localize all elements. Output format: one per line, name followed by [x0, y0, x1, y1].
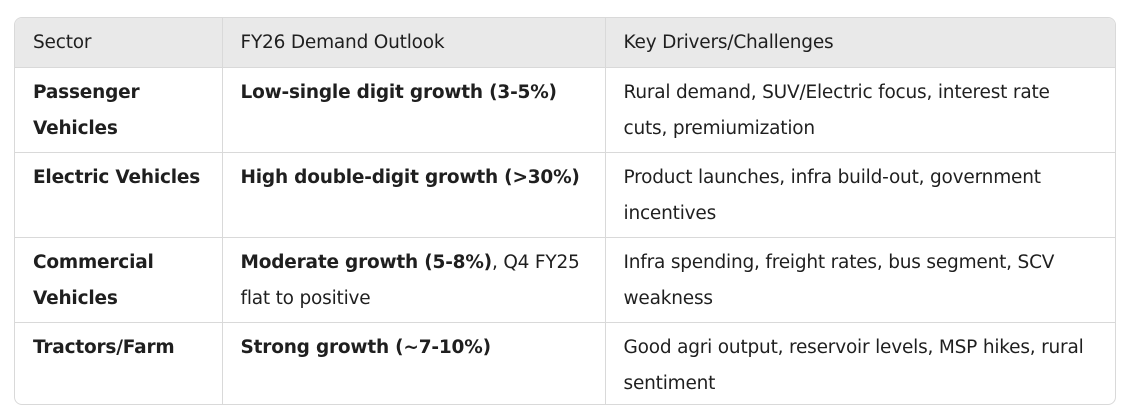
drivers-cell: Rural demand, SUV/Electric focus, intere… [604, 67, 1115, 153]
header-row: Sector FY26 Demand Outlook Key Drivers/C… [15, 18, 1115, 68]
outlook-highlight: Low-single digit growth (3-5%) [240, 82, 558, 103]
header-drivers: Key Drivers/Challenges [604, 18, 1115, 68]
table-row: Commercial Vehicles Moderate growth (5-8… [15, 237, 1115, 323]
outlook-note: , Q4 FY25 flat to positive [240, 252, 580, 309]
sector-outlook-table: Sector FY26 Demand Outlook Key Drivers/C… [14, 17, 1116, 405]
header-outlook: FY26 Demand Outlook [221, 18, 605, 68]
sector-cell: Tractors/Farm [15, 322, 222, 404]
outlook-highlight: High double-digit growth (>30%) [240, 167, 580, 188]
drivers-cell: Good agri output, reservoir levels, MSP … [604, 322, 1115, 404]
outlook-highlight: Strong growth (~7-10%) [240, 337, 492, 358]
sector-cell: Commercial Vehicles [15, 237, 222, 323]
header-sector: Sector [15, 18, 222, 68]
sector-cell: Electric Vehicles [15, 152, 222, 238]
outlook-cell: Low-single digit growth (3-5%) [221, 67, 605, 153]
outlook-cell: Strong growth (~7-10%) [221, 322, 605, 404]
drivers-cell: Infra spending, freight rates, bus segme… [604, 237, 1115, 323]
sector-cell: Passenger Vehicles [33, 82, 140, 139]
outlook-highlight: Moderate growth (5-8%) [240, 252, 493, 273]
data-table: Sector FY26 Demand Outlook Key Drivers/C… [15, 18, 1115, 404]
table-row: Electric Vehicles High double-digit grow… [15, 152, 1115, 238]
table-row: Tractors/Farm Strong growth (~7-10%) Goo… [15, 322, 1115, 404]
table-row: Passenger Vehicles Low-single digit grow… [15, 67, 1115, 153]
outlook-cell: High double-digit growth (>30%) [221, 152, 605, 238]
outlook-cell: Moderate growth (5-8%), Q4 FY25 flat to … [221, 237, 605, 323]
drivers-cell: Product launches, infra build-out, gover… [604, 152, 1115, 238]
